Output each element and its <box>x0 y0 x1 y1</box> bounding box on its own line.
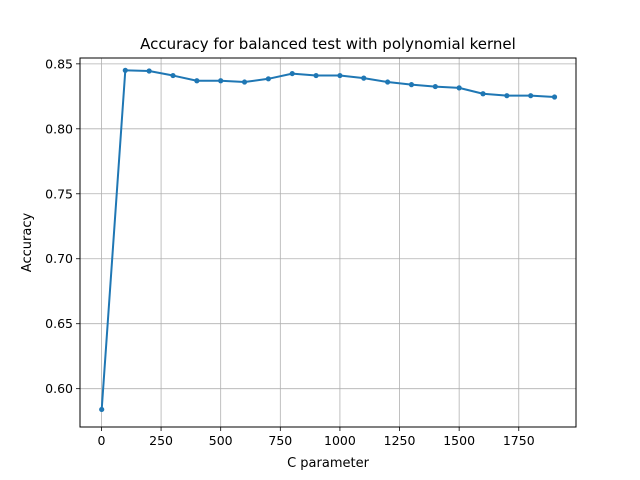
data-point <box>480 91 486 97</box>
data-point <box>408 82 415 88</box>
data-point <box>265 76 271 82</box>
data-point <box>122 67 128 73</box>
data-point <box>385 79 391 85</box>
x-tick-label: 750 <box>268 433 292 448</box>
y-axis-label: Accuracy <box>20 213 35 273</box>
axis-ticks: 0 250 500 750 1000 1250 1500 1750 0.60 0.65 0.70 0.… <box>45 56 535 448</box>
data-point <box>432 83 438 90</box>
series-line <box>100 69 555 410</box>
data-series <box>99 67 558 413</box>
x-tick-label: 500 <box>209 433 233 448</box>
chart-title: Accuracy for balanced test with polynomi… <box>140 35 516 53</box>
data-point <box>194 78 200 84</box>
x-tick-label: 250 <box>149 433 173 448</box>
x-tick-label: 1000 <box>324 433 356 448</box>
data-point <box>361 75 367 81</box>
y-tick-label: 0.75 <box>45 186 73 201</box>
x-tick-label: 1750 <box>503 433 535 448</box>
x-tick-label: 0 <box>97 433 105 448</box>
data-point <box>337 72 343 79</box>
data-point <box>218 78 224 84</box>
data-point <box>170 72 176 79</box>
y-tick-label: 0.65 <box>45 316 73 331</box>
y-tick-label: 0.80 <box>45 121 73 136</box>
y-tick-label: 0.85 <box>45 56 73 71</box>
data-point <box>456 85 462 91</box>
x-tick-label: 1250 <box>384 433 416 448</box>
data-point <box>551 94 558 100</box>
y-tick-label: 0.70 <box>45 251 73 266</box>
data-point <box>504 93 510 99</box>
plot-area-frame <box>79 57 577 428</box>
data-point <box>528 93 534 99</box>
data-point <box>99 406 105 413</box>
data-point <box>289 70 295 77</box>
data-point <box>241 79 248 85</box>
data-point <box>146 68 152 74</box>
grid-lines <box>80 58 576 427</box>
data-point <box>313 72 319 79</box>
x-axis-label: C parameter <box>287 456 369 471</box>
y-tick-label: 0.60 <box>45 381 73 396</box>
x-tick-label: 1500 <box>443 433 475 448</box>
